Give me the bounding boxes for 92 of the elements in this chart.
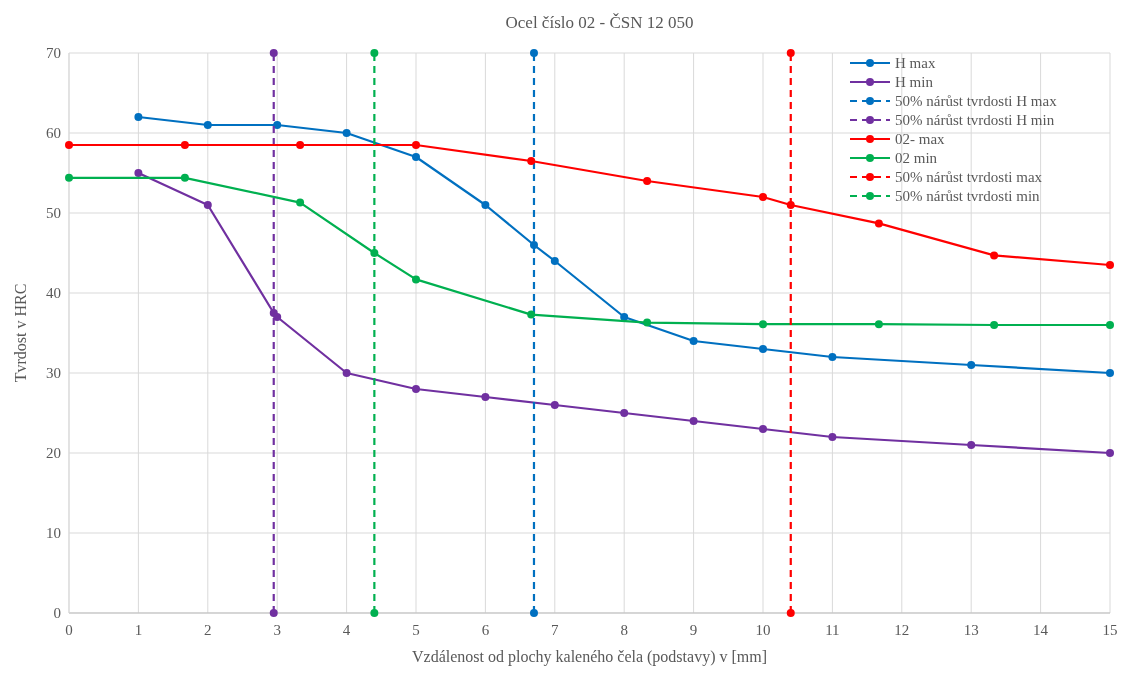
y-tick-label: 60 [46,125,61,141]
x-tick-label: 3 [273,622,281,638]
point [759,425,767,433]
point [269,609,278,617]
x-tick-label: 6 [481,622,490,638]
legend-label: H max [895,55,936,71]
point [65,141,73,149]
point [643,177,652,185]
point [527,310,536,319]
legend-label: H min [895,74,934,90]
point [1106,369,1114,377]
point [990,321,999,329]
point [967,441,976,449]
point [529,609,538,617]
legend-label: 50% nárůst tvrdosti min [895,188,1041,204]
y-tick-label: 0 [53,605,61,621]
legend-label: 50% nárůst tvrdosti H max [895,93,1058,109]
point [990,251,999,260]
y-tick-label: 40 [46,285,61,301]
point [269,49,278,57]
x-tick-label: 11 [825,622,840,638]
point [828,433,837,441]
point [759,345,767,353]
point [296,141,305,149]
point [874,219,883,228]
point [342,369,351,377]
point [370,609,379,617]
point [203,121,212,129]
legend-label: 02- max [895,131,946,147]
point [412,153,420,161]
point [180,141,189,149]
x-tick-label: 2 [204,622,212,638]
x-tick-label: 4 [342,622,351,638]
point [412,275,420,284]
point [180,173,189,182]
x-tick-label: 9 [689,622,698,638]
point [342,129,351,137]
x-tick-label: 12 [894,622,910,638]
point [1106,261,1114,269]
y-tick-label: 10 [46,525,61,541]
x-tick-label: 15 [1102,622,1118,638]
x-tick-label: 10 [755,622,771,638]
point [967,361,976,369]
y-tick-label: 20 [46,445,61,461]
point [273,121,282,129]
point [527,157,536,165]
point [481,201,490,209]
point [874,320,883,329]
point [273,313,282,321]
x-tick-label: 8 [620,622,628,638]
x-tick-label: 7 [551,622,560,638]
point [529,49,538,57]
x-axis-title: Vzdálenost od plochy kaleného čela (podstavy) v [mm] [412,648,767,666]
point [1106,321,1114,329]
x-tick-label: 14 [1033,622,1049,638]
point [370,249,379,257]
point [759,320,767,329]
x-tick-label: 1 [134,622,143,638]
y-axis-title: Tvrdost v HRC [12,283,29,383]
point [1106,449,1114,457]
legend-label: 50% nárůst tvrdosti max [895,169,1043,185]
y-tick-label: 70 [46,45,61,61]
x-tick-label: 0 [65,622,73,638]
chart-title: Ocel číslo 02 - ČSN 12 050 [505,13,694,32]
point [689,417,698,425]
legend-label: 02 min [895,150,938,166]
x-tick-label: 5 [412,622,420,638]
point [134,169,143,177]
point [529,241,538,249]
point [370,49,379,57]
point [786,49,795,57]
point [786,609,795,617]
point [203,201,212,209]
point [550,401,559,409]
point [786,201,795,209]
point [620,409,629,417]
point [643,318,652,327]
point [759,193,767,201]
point [481,393,490,401]
point [620,313,629,321]
x-tick-label: 13 [963,622,979,638]
point [689,337,698,345]
legend-label: 50% nárůst tvrdosti H min [895,112,1055,128]
point [550,257,559,265]
point [828,353,837,361]
point [134,113,143,121]
y-tick-label: 50 [46,205,61,221]
y-tick-label: 30 [46,365,61,381]
point [65,173,73,182]
point [412,385,420,393]
point [296,198,305,207]
point [412,141,420,149]
